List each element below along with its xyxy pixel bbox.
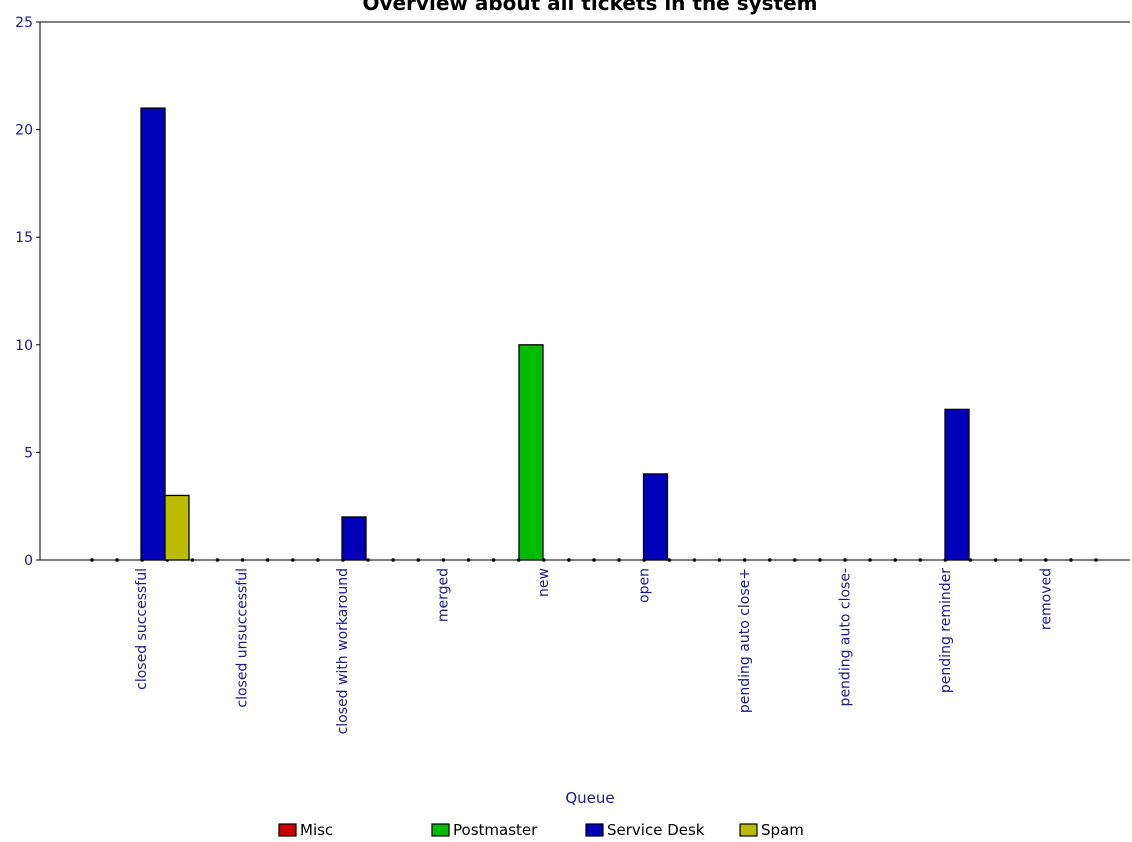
bar-service-desk: [140, 107, 166, 561]
x-tick-label: closed with workaround: [335, 568, 351, 734]
y-tick-label: 15: [15, 230, 33, 246]
y-tick-label: 5: [24, 445, 33, 461]
x-tick-label: pending reminder: [938, 568, 954, 693]
x-axis-marker: [667, 558, 672, 562]
x-axis-title: Queue: [565, 789, 614, 807]
x-axis-marker: [240, 558, 245, 562]
x-axis-marker: [843, 558, 847, 562]
bar-spam: [164, 494, 190, 561]
x-axis-marker: [567, 558, 571, 562]
legend-swatch: [278, 823, 297, 837]
bar-service-desk: [642, 473, 669, 561]
x-tick-label: closed successful: [134, 568, 150, 690]
x-axis-marker: [918, 558, 923, 562]
plot-area: 0 5 10 15 20 25 closed successful closed unsucc…: [15, 15, 1130, 734]
legend-swatch: [739, 823, 758, 837]
y-tick-label: 25: [15, 15, 33, 31]
legend-swatch: [431, 823, 450, 837]
x-axis-marker: [592, 558, 596, 562]
y-tick-label: 20: [15, 123, 33, 139]
x-axis-marker: [441, 558, 446, 562]
x-tick-label: new: [536, 568, 552, 597]
x-axis-marker: [316, 558, 320, 562]
x-axis-marker: [1069, 558, 1073, 562]
x-axis-marker: [466, 558, 471, 562]
x-axis-marker: [190, 558, 195, 562]
x-tick-label: removed: [1038, 568, 1054, 630]
x-axis-marker: [291, 558, 295, 562]
x-axis-marker: [416, 558, 421, 562]
x-axis-marker: [265, 558, 270, 562]
x-tick-label: open: [636, 568, 652, 603]
bar-service-desk: [341, 516, 367, 561]
legend: Misc Postmaster Service Desk Spam: [278, 821, 804, 839]
x-axis-marker: [868, 558, 872, 562]
x-axis-marker: [90, 558, 94, 562]
x-tick-label: pending auto close+: [737, 568, 753, 713]
x-axis-marker: [818, 558, 822, 562]
x-axis-marker: [366, 558, 370, 562]
x-axis-marker: [617, 558, 621, 562]
bar-postmaster: [518, 344, 544, 561]
x-axis-marker: [1044, 558, 1048, 562]
legend-label: Postmaster: [453, 821, 538, 839]
y-tick-label: 10: [15, 338, 33, 354]
x-axis-marker: [742, 558, 747, 562]
bar-service-desk: [944, 408, 970, 561]
x-tick-label: merged: [435, 568, 451, 622]
x-axis-marker: [115, 558, 119, 562]
legend-label: Misc: [300, 821, 333, 839]
y-tick-label: 0: [24, 553, 33, 569]
x-tick-label: closed unsuccessful: [234, 568, 250, 708]
x-tick-label: pending auto close-: [837, 568, 853, 706]
x-axis-marker: [1018, 558, 1023, 562]
x-axis-marker: [1094, 558, 1098, 562]
x-axis-marker: [717, 558, 722, 562]
legend-swatch: [585, 823, 604, 837]
x-axis-marker: [491, 558, 496, 562]
x-axis-marker: [893, 558, 897, 562]
x-axis-marker: [767, 558, 772, 562]
legend-label: Spam: [761, 821, 804, 839]
x-axis-marker: [215, 558, 220, 562]
chart-title: Overview about all tickets in the system: [362, 0, 817, 15]
x-axis-marker: [793, 558, 797, 562]
x-axis-marker: [391, 558, 396, 562]
x-axis-marker: [993, 558, 998, 562]
legend-label: Service Desk: [607, 821, 705, 839]
x-axis-marker: [692, 558, 697, 562]
